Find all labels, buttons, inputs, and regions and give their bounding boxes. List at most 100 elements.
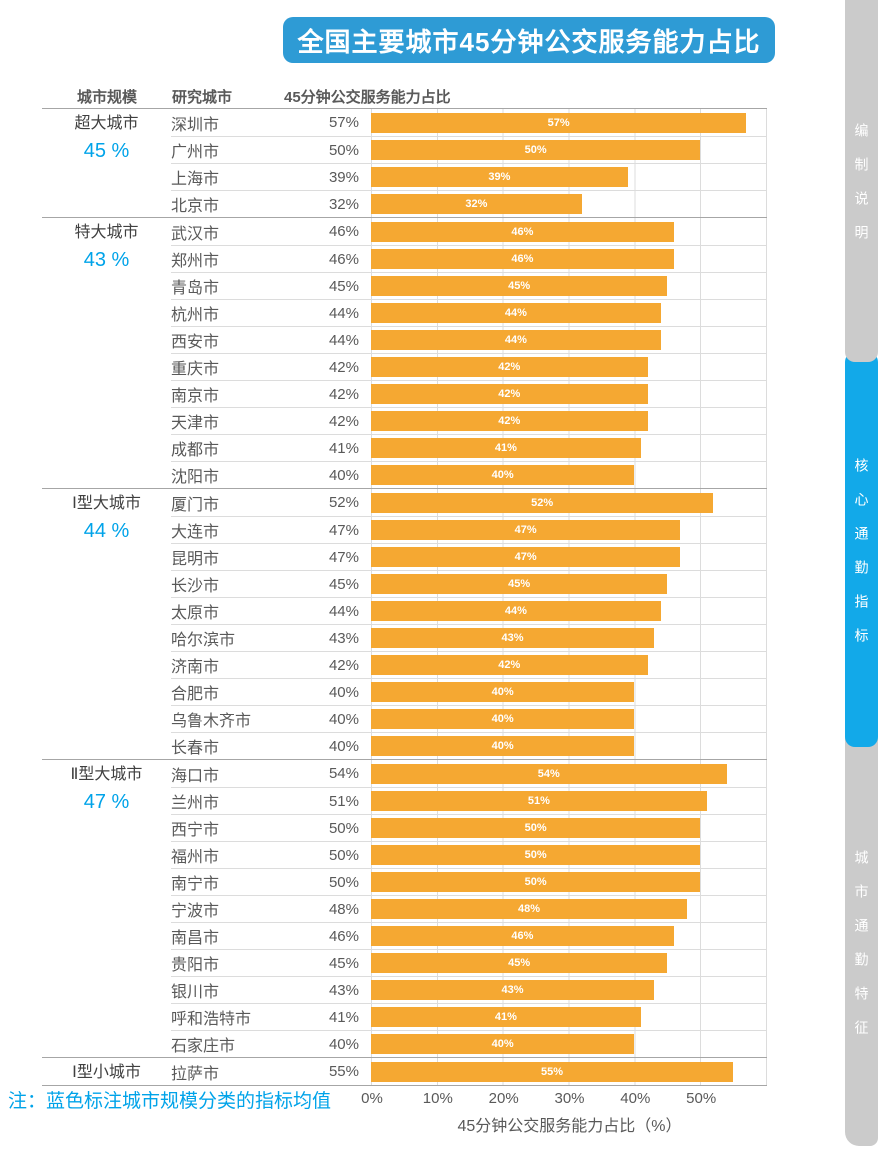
city-value: 42%: [328, 412, 359, 430]
city-name: 乌鲁木齐市: [171, 713, 252, 730]
bar-track: 50%: [371, 815, 767, 841]
city-name: 合肥市: [171, 686, 220, 703]
value-bar: 40%: [371, 1034, 635, 1054]
city-value: 51%: [328, 792, 359, 810]
chart-table: 城市规模 研究城市 45分钟公交服务能力占比 超大城市 45 % 深圳市 57% 57%…: [42, 86, 767, 1136]
bar-track: 43%: [371, 977, 767, 1003]
tab-core-commute-metrics[interactable]: 核心通勤指标: [845, 352, 878, 747]
value-bar: 46%: [371, 249, 674, 269]
tab-label: 编制说明: [853, 123, 870, 259]
city-name: 西安市: [171, 334, 220, 351]
value-bar: 42%: [371, 384, 648, 404]
bar-track: 40%: [371, 462, 767, 488]
value-bar: 46%: [371, 221, 674, 242]
bar-data-label: 43%: [501, 984, 524, 996]
city-value: 50%: [328, 846, 359, 864]
scale-label: Ⅰ型大城市: [72, 495, 141, 512]
value-bar: 43%: [371, 628, 655, 648]
table-row: 北京市 32% 32%: [171, 190, 767, 217]
city-scale-group: 超大城市 45 % 深圳市 57% 57% 广州市 50% 50% 上海市 39% 39% 北京市 32…: [42, 109, 767, 217]
bar-track: 47%: [371, 517, 767, 543]
bar-data-label: 40%: [491, 686, 514, 698]
city-name: 北京市: [171, 198, 220, 215]
bar-track: 46%: [371, 218, 767, 245]
table-row: 西宁市 50% 50%: [171, 814, 767, 841]
group-rows: 厦门市 52% 52% 大连市 47% 47% 昆明市 47% 47% 长沙市 45% 45% 太原市 4…: [171, 489, 767, 759]
city-value: 47%: [328, 521, 359, 539]
x-axis-tick-label: 50%: [686, 1090, 717, 1107]
bar-track: 32%: [371, 191, 767, 217]
city-scale-group: 特大城市 43 % 武汉市 46% 46% 郑州市 46% 46% 青岛市 45% 45% 杭州市 44…: [42, 217, 767, 488]
table-row: 长春市 40% 40%: [171, 732, 767, 759]
value-bar: 40%: [371, 736, 635, 756]
city-name: 深圳市: [171, 116, 220, 134]
value-bar: 39%: [371, 167, 628, 187]
city-value: 46%: [328, 927, 359, 945]
city-name: 兰州市: [171, 795, 220, 812]
column-header-city: 研究城市: [172, 89, 233, 106]
tab-compilation-notes[interactable]: 编制说明: [845, 0, 878, 362]
value-bar: 45%: [371, 276, 668, 296]
bar-track: 54%: [371, 760, 767, 787]
city-name: 天津市: [171, 415, 220, 432]
bar-data-label: 51%: [527, 795, 550, 807]
bar-track: 45%: [371, 571, 767, 597]
city-value: 32%: [328, 195, 359, 213]
city-value: 52%: [328, 494, 359, 511]
city-value: 40%: [328, 683, 359, 701]
table-row: 青岛市 45% 45%: [171, 272, 767, 299]
column-header-scale: 城市规模: [76, 89, 137, 106]
table-row: 重庆市 42% 42%: [171, 353, 767, 380]
table-row: 大连市 47% 47%: [171, 516, 767, 543]
table-row: 哈尔滨市 43% 43%: [171, 624, 767, 651]
city-scale-group: Ⅰ型大城市 44 % 厦门市 52% 52% 大连市 47% 47% 昆明市 47% 47% 长沙市 4…: [42, 488, 767, 759]
bar-track: 50%: [371, 137, 767, 163]
bar-track: 47%: [371, 544, 767, 570]
scale-average-value: 47 %: [83, 791, 130, 813]
city-value: 40%: [328, 737, 359, 755]
bar-track: 42%: [371, 652, 767, 678]
bar-track: 44%: [371, 327, 767, 353]
bar-track: 42%: [371, 408, 767, 434]
city-value: 40%: [328, 1035, 359, 1053]
bar-data-label: 44%: [504, 334, 527, 346]
bar-data-label: 41%: [494, 442, 517, 454]
city-value: 44%: [328, 304, 359, 322]
city-value: 41%: [328, 439, 359, 457]
city-name: 长春市: [171, 740, 220, 757]
column-header-metric: 45分钟公交服务能力占比: [284, 89, 451, 106]
city-value: 50%: [328, 141, 359, 159]
table-row: 上海市 39% 39%: [171, 163, 767, 190]
group-rows: 海口市 54% 54% 兰州市 51% 51% 西宁市 50% 50% 福州市 50% 50% 南宁市 5…: [171, 760, 767, 1057]
table-row: 宁波市 48% 48%: [171, 895, 767, 922]
city-name: 石家庄市: [171, 1038, 236, 1055]
table-header: 城市规模 研究城市 45分钟公交服务能力占比: [42, 86, 767, 109]
value-bar: 47%: [371, 520, 681, 540]
city-name: 海口市: [171, 767, 220, 785]
bar-track: 45%: [371, 950, 767, 976]
bar-data-label: 45%: [508, 957, 531, 969]
scale-label: 特大城市: [74, 224, 139, 241]
scale-label: Ⅱ型大城市: [70, 766, 143, 783]
x-axis-tick-label: 30%: [554, 1090, 585, 1107]
bar-data-label: 50%: [524, 144, 547, 156]
x-axis-tick-label: 40%: [620, 1090, 651, 1107]
city-name: 银川市: [171, 984, 220, 1001]
city-value: 42%: [328, 656, 359, 674]
scale-average-value: 45 %: [83, 140, 130, 162]
bar-data-label: 40%: [491, 713, 514, 725]
bar-track: 52%: [371, 489, 767, 516]
bar-data-label: 50%: [524, 876, 547, 888]
value-bar: 42%: [371, 357, 648, 377]
tab-city-commute-features[interactable]: 城市通勤特征: [845, 737, 878, 1146]
table-row: 杭州市 44% 44%: [171, 299, 767, 326]
city-name: 大连市: [171, 524, 220, 541]
city-name: 南昌市: [171, 930, 220, 947]
bar-track: 46%: [371, 246, 767, 272]
scale-cell: 超大城市 45 %: [42, 109, 171, 217]
table-row: 海口市 54% 54%: [171, 760, 767, 787]
bar-data-label: 39%: [488, 171, 511, 183]
value-bar: 52%: [371, 492, 714, 513]
city-name: 太原市: [171, 605, 220, 622]
table-row: 广州市 50% 50%: [171, 136, 767, 163]
